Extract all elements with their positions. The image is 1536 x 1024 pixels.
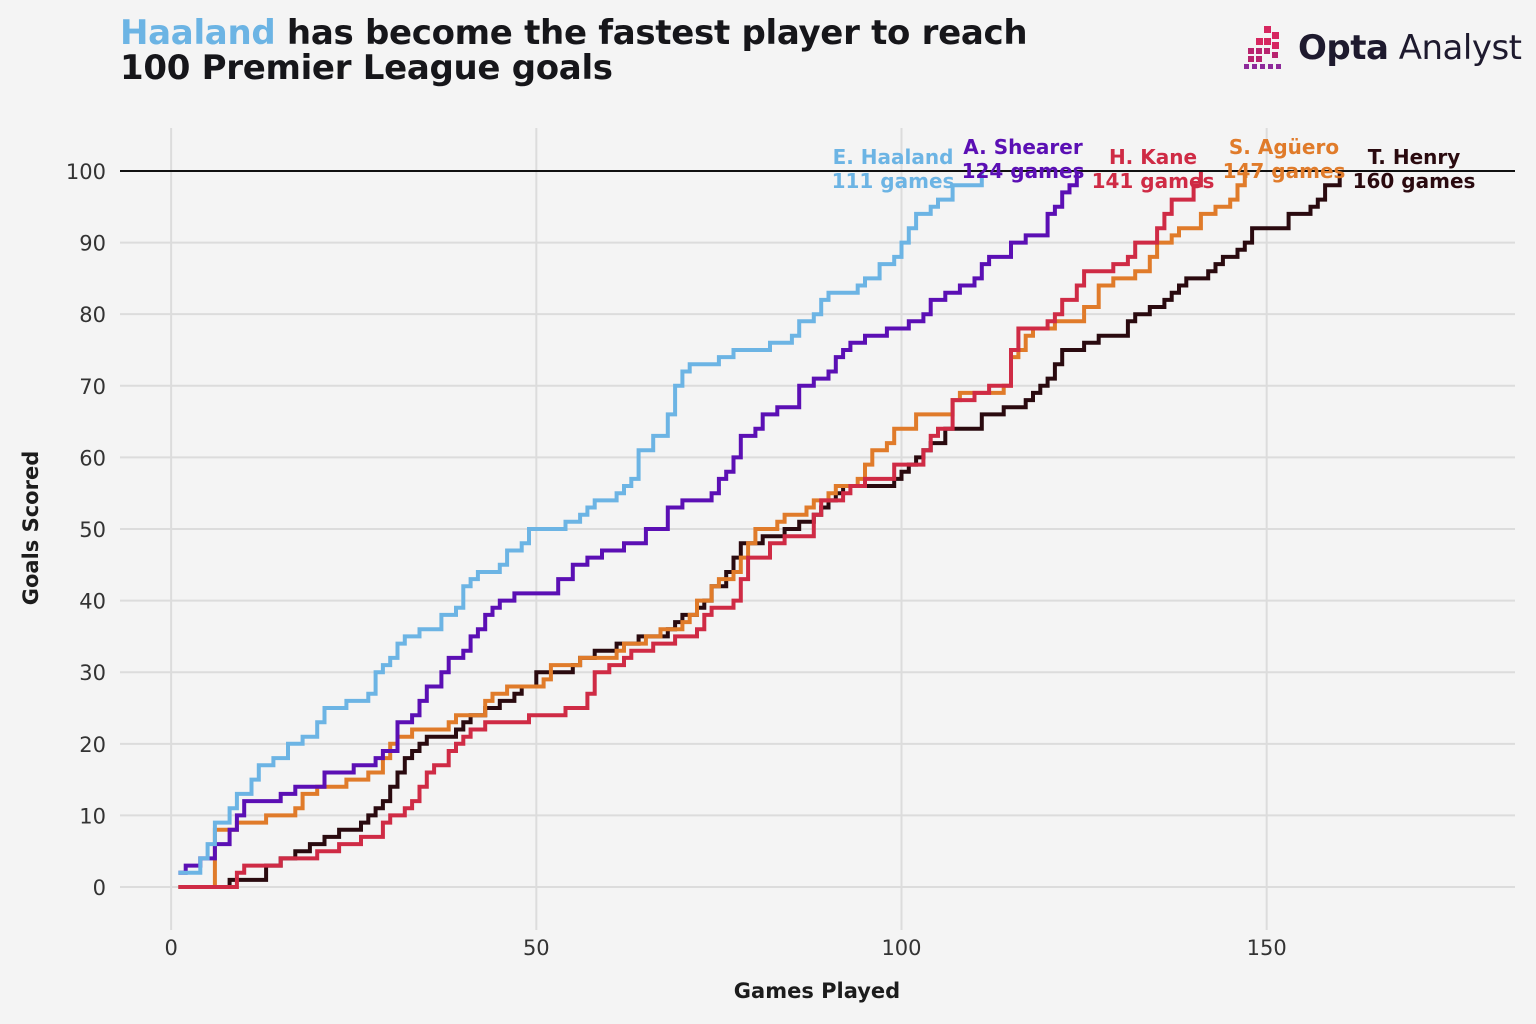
label-games-a-shearer: 124 games [962,159,1085,183]
opta-analyst-logo: Opta Analyst [1242,24,1522,74]
y-tick-100: 100 [66,160,106,184]
label-name-a-shearer: A. Shearer [963,135,1083,159]
title-line-2: 100 Premier League goals [120,48,613,88]
label-name-e-haaland: E. Haaland [833,145,954,169]
label-name-s-ag-ero: S. Agüero [1229,135,1339,159]
y-tick-30: 30 [79,661,106,685]
label-games-h-kane: 141 games [1092,169,1215,193]
title-rest: has become the fastest player to reach [275,13,1028,53]
grid [120,128,1515,930]
chart-title: Haaland has become the fastest player to… [120,13,1028,88]
opta-bars-icon [1244,26,1281,69]
label-games-t-henry: 160 games [1353,169,1476,193]
series-line-h-kane [178,171,1203,889]
x-axis-title: Games Played [734,979,900,1003]
y-tick-70: 70 [79,375,106,399]
series-lines [178,171,1342,889]
series-line-a-shearer [178,171,1079,875]
y-tick-20: 20 [79,733,106,757]
title-highlight: Haaland [120,13,276,53]
series-line-t-henry [178,171,1342,889]
y-tick-10: 10 [79,804,106,828]
x-tick-0: 0 [164,936,177,960]
y-tick-labels: 0 10 20 30 40 50 60 70 80 90 100 [66,160,106,900]
x-tick-150: 150 [1247,936,1287,960]
y-tick-60: 60 [79,446,106,470]
y-tick-50: 50 [79,518,106,542]
y-tick-40: 40 [79,590,106,614]
y-tick-80: 80 [79,303,106,327]
label-name-t-henry: T. Henry [1368,145,1461,169]
x-tick-50: 50 [523,936,550,960]
title-line-1: Haaland has become the fastest player to… [120,13,1028,53]
series-line-e-haaland [178,171,984,875]
y-tick-90: 90 [79,232,106,256]
label-games-e-haaland: 111 games [832,169,955,193]
x-tick-100: 100 [881,936,921,960]
logo-brand-bold: Opta [1298,28,1389,68]
label-games-s-ag-ero: 147 games [1223,159,1346,183]
x-tick-labels: 0 50 100 150 [164,936,1286,960]
label-name-h-kane: H. Kane [1109,145,1197,169]
y-axis-title: Goals Scored [19,451,43,605]
y-tick-0: 0 [93,876,106,900]
logo-brand-light: Analyst [1388,28,1522,68]
logo-wordmark: Opta Analyst [1298,28,1522,68]
